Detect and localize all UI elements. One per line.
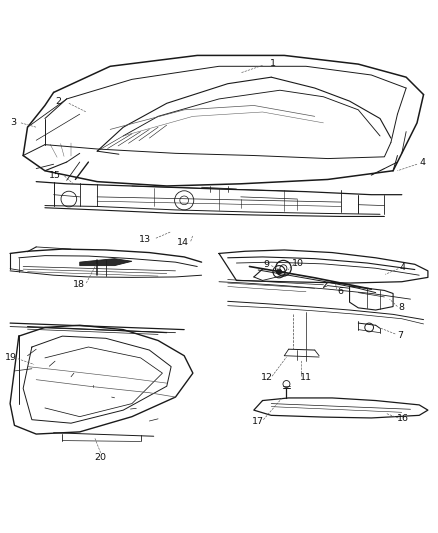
Text: 12: 12: [261, 373, 273, 382]
Text: 13: 13: [139, 235, 151, 244]
Text: 16: 16: [397, 414, 409, 423]
Text: 6: 6: [337, 287, 343, 296]
Text: 7: 7: [397, 331, 403, 340]
Text: 17: 17: [252, 417, 264, 426]
Text: 14: 14: [177, 238, 189, 247]
Text: 11: 11: [300, 373, 312, 382]
Text: 20: 20: [95, 454, 106, 463]
Text: 10: 10: [292, 259, 304, 268]
Text: 19: 19: [5, 353, 17, 362]
Text: 15: 15: [49, 171, 60, 180]
Text: 4: 4: [420, 158, 426, 167]
Text: 2: 2: [55, 98, 61, 107]
Text: 3: 3: [10, 117, 16, 126]
Text: 1: 1: [270, 59, 276, 68]
Text: 4: 4: [399, 263, 406, 272]
Circle shape: [276, 269, 282, 274]
Text: 9: 9: [264, 260, 270, 269]
Text: 18: 18: [73, 280, 85, 289]
Text: 8: 8: [399, 303, 405, 312]
Polygon shape: [80, 259, 132, 265]
